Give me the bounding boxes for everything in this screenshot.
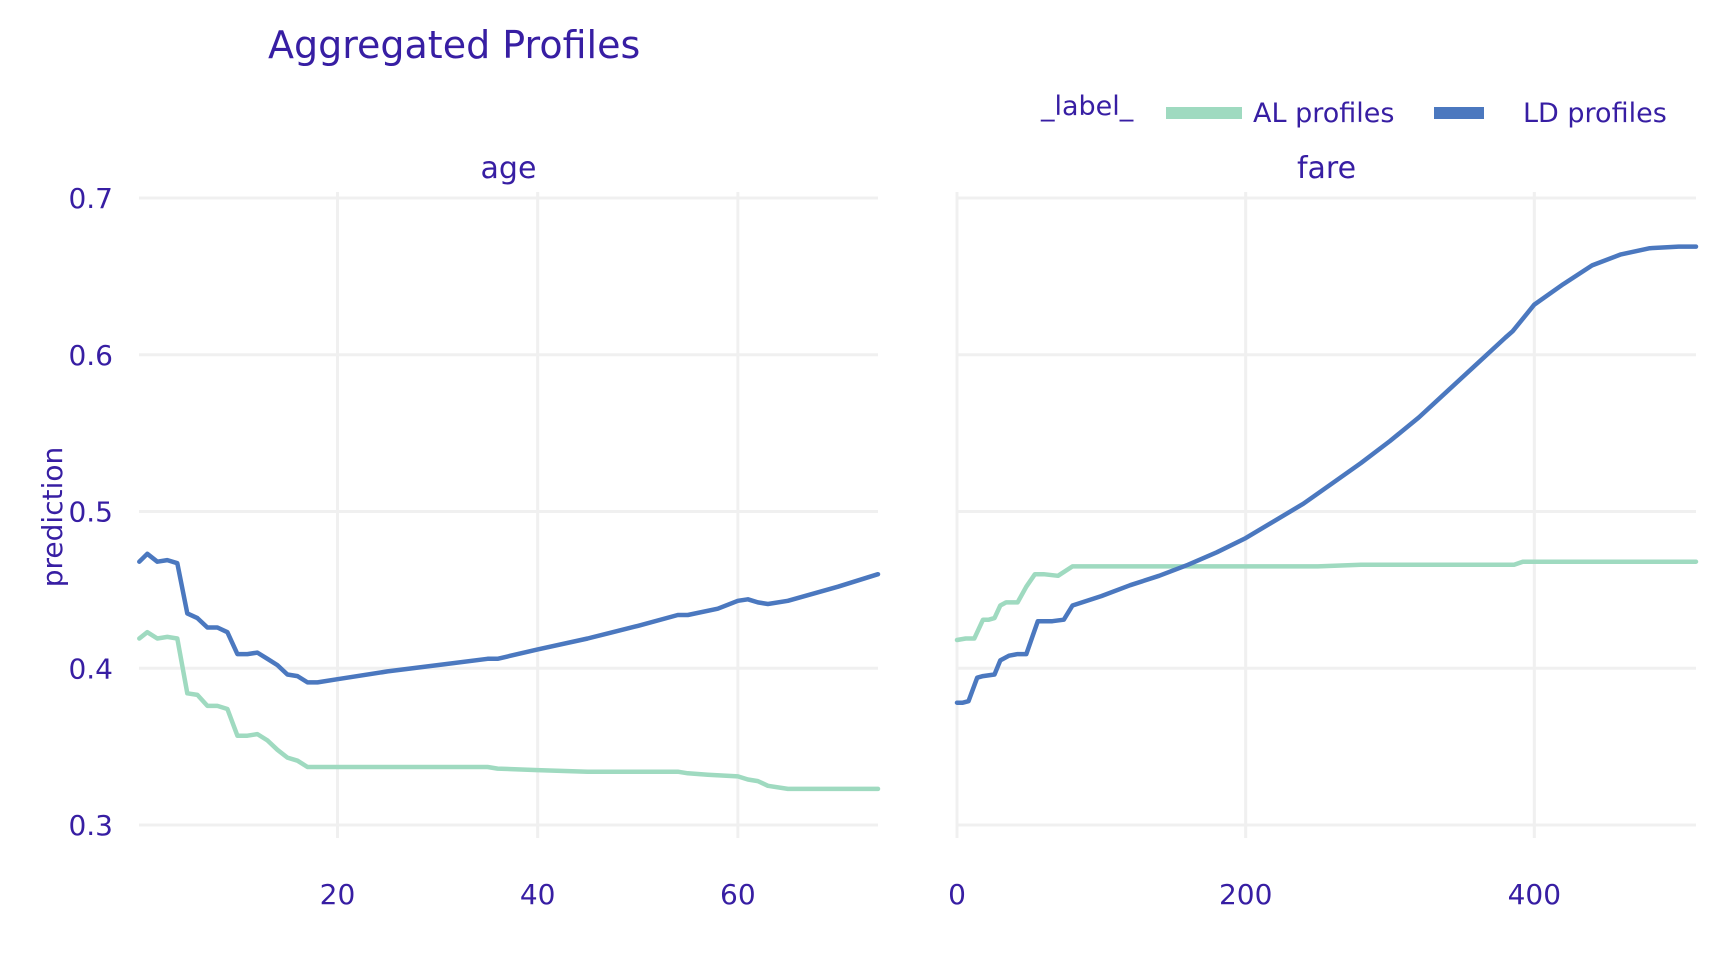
- series-line-al-profiles: [954, 559, 1699, 643]
- panel-age: 20 40 60 age: [137, 151, 881, 911]
- x-tick-label: 20: [320, 878, 356, 911]
- y-tick-label: 0.5: [68, 496, 113, 529]
- legend-label-ld: LD profiles: [1523, 98, 1667, 129]
- y-tick-label: 0.6: [68, 339, 113, 372]
- series-line-ld-profiles: [954, 244, 1699, 705]
- legend-swatch-ld: [1434, 107, 1484, 119]
- chart-title: Aggregated Profiles: [268, 23, 640, 67]
- legend-swatch-al: [1166, 107, 1242, 119]
- x-tick-label: 60: [720, 878, 756, 911]
- x-tick-label: 400: [1508, 878, 1561, 911]
- series-line-ld-profiles: [137, 551, 881, 685]
- legend: _label_ AL profiles LD profiles: [1040, 91, 1667, 129]
- y-tick-label: 0.3: [68, 809, 113, 842]
- x-tick-label: 200: [1219, 878, 1272, 911]
- y-axis: 0.3 0.4 0.5 0.6 0.7: [68, 182, 113, 842]
- legend-label-al: AL profiles: [1253, 98, 1394, 129]
- panel-fare: 0 200 400 fare: [948, 151, 1699, 911]
- y-tick-label: 0.7: [68, 182, 113, 215]
- facet-title-age: age: [481, 151, 537, 186]
- x-tick-label: 0: [948, 878, 966, 911]
- y-axis-label: prediction: [36, 447, 69, 587]
- facet-title-fare: fare: [1297, 151, 1356, 186]
- legend-title: _label_: [1040, 91, 1134, 122]
- x-tick-label: 40: [520, 878, 556, 911]
- y-tick-label: 0.4: [68, 652, 113, 685]
- series-line-al-profiles: [137, 629, 881, 792]
